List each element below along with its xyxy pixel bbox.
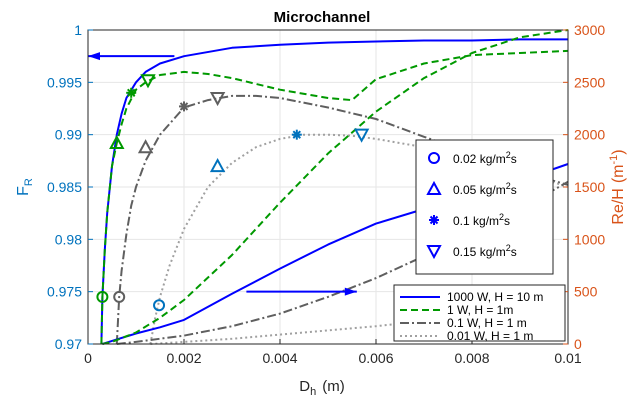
y-axis-left-label: FR (15, 178, 35, 196)
data-marker-asterisk (291, 129, 302, 140)
arrow-layer (88, 52, 357, 296)
y-left-tick-label: 1 (74, 22, 82, 38)
line-legend-box (393, 284, 566, 342)
marker-legend-label-main: 0.05 kg/m (453, 183, 506, 197)
data-marker-triangle-down (209, 92, 226, 107)
marker-legend-label-sup: 2 (499, 212, 504, 222)
data-marker-triangle-up (209, 157, 226, 173)
line-legend-items: 1000 W, H = 10 m1 W, H = 1m0.1 W, H = 1 … (400, 290, 543, 343)
data-marker-circle (153, 299, 166, 312)
line-legend: 1000 W, H = 10 m1 W, H = 1m0.1 W, H = 1 … (393, 284, 566, 343)
x-tick-label: 0.002 (166, 350, 201, 366)
chart-title: Microchannel (274, 9, 371, 26)
series-line-3 (149, 133, 569, 345)
y-left-tick-label: 0.99 (55, 127, 82, 143)
marker-legend-label-sup: 2 (506, 181, 511, 191)
marker-legend-label-tail: s (504, 214, 510, 228)
marker-legend-label: 0.15 kg/m2s (453, 243, 517, 259)
y-right-tick-label: 3000 (574, 22, 605, 38)
x-axis-label-unit: (m) (322, 378, 345, 395)
data-marker-triangle-up (109, 134, 125, 150)
x-tick-label: 0.008 (454, 350, 489, 366)
y-axis-left-label-sub: R (23, 178, 35, 186)
marker-layer (96, 74, 370, 312)
marker-legend-label-main: 0.15 kg/m (453, 245, 506, 259)
x-axis-label-main: D (299, 378, 310, 395)
annotation-arrow-head (344, 287, 357, 296)
data-marker-asterisk (179, 101, 189, 112)
x-tick-label: 0.01 (554, 350, 581, 366)
marker-legend-symbol-triangle-down (426, 245, 442, 260)
marker-legend-symbol-asterisk-stroke (429, 215, 439, 225)
x-tick-label: 0.004 (262, 350, 297, 366)
marker-legend-label-sup: 2 (506, 150, 511, 160)
marker-legend-label: 0.05 kg/m2s (453, 181, 517, 197)
data-marker-circle (96, 290, 109, 303)
x-axis-label: Dh (m) (299, 378, 344, 398)
series-line-2 (115, 94, 569, 345)
y-axis-right-label-unit-close: ) (610, 149, 627, 154)
y-left-tick-label: 0.97 (55, 336, 82, 352)
y-left-tick-label: 0.975 (47, 284, 82, 300)
y-left-tick-label: 0.98 (55, 231, 82, 247)
marker-legend-label-main: 0.02 kg/m (453, 152, 506, 166)
y-axis-right-label-main: Re/H (610, 188, 627, 224)
data-marker-asterisk-stroke (179, 102, 189, 111)
y-right-tick-label: 2000 (574, 127, 605, 143)
marker-legend-symbol-triangle-up (426, 180, 442, 195)
y-axis-left-label-main: F (15, 186, 32, 196)
line-legend-label: 1000 W, H = 10 m (447, 290, 543, 304)
y-axis-right-label: Re/H (m-1) (608, 149, 627, 224)
y-right-tick-label: 500 (574, 284, 598, 300)
x-tick-label: 0.006 (358, 350, 393, 366)
y-left-tick-label: 0.985 (47, 179, 82, 195)
series-line-1 (100, 49, 569, 345)
data-marker-triangle-up (137, 139, 154, 154)
marker-legend-box (415, 139, 554, 275)
line-legend-label: 0.01 W, H = 1 m (447, 329, 533, 343)
data-marker-asterisk (126, 87, 137, 98)
marker-legend-label-tail: s (511, 245, 517, 259)
data-marker-circle (113, 290, 126, 303)
series-line-5 (102, 29, 569, 345)
x-axis-label-sub: h (310, 386, 316, 398)
marker-legend-label-main: 0.1 kg/m (453, 214, 499, 228)
ticks-layer: 0 0.002 0.004 0.006 0.008 0.01 0.97 0.975 0.98 0.… (47, 22, 605, 366)
marker-legend-label-sup: 2 (506, 243, 511, 253)
y-right-tick-label: 1500 (574, 179, 605, 195)
marker-legend-label: 0.02 kg/m2s (453, 150, 517, 166)
data-marker-asterisk-stroke (126, 88, 136, 98)
y-left-tick-label: 0.995 (47, 74, 82, 90)
marker-legend-symbol-asterisk (429, 215, 439, 225)
y-right-tick-label: 1000 (574, 231, 605, 247)
marker-legend-label-tail: s (511, 183, 517, 197)
y-right-tick-label: 0 (574, 336, 582, 352)
annotation-arrow-head (88, 52, 100, 61)
y-axis-right-label-unit-sup: -1 (608, 155, 620, 165)
marker-legend-label: 0.1 kg/m2s (453, 212, 510, 228)
marker-legend-symbol-circle (428, 152, 440, 164)
data-marker-triangle-down (140, 74, 156, 89)
data-marker-triangle-down (353, 128, 370, 143)
y-axis-right-label-unit-open: (m (610, 165, 627, 184)
marker-legend-label-tail: s (511, 152, 517, 166)
y-right-tick-label: 2500 (574, 74, 605, 90)
line-legend-label: 0.1 W, H = 1 m (447, 316, 527, 330)
x-tick-label: 0 (84, 350, 92, 366)
line-legend-label: 1 W, H = 1m (447, 303, 513, 317)
data-marker-asterisk-stroke (292, 130, 302, 139)
